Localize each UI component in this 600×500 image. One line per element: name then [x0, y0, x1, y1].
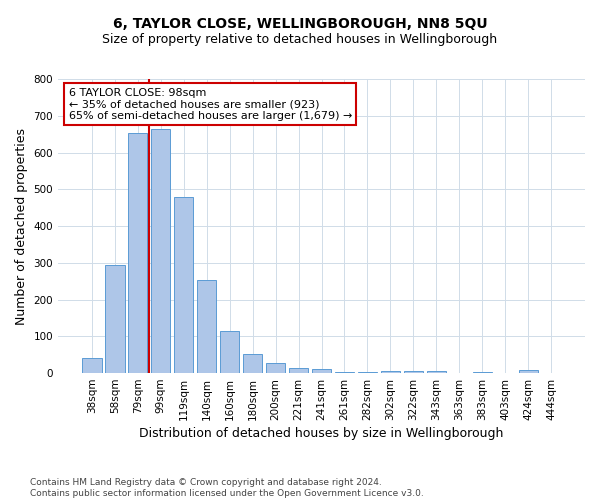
- Text: Contains HM Land Registry data © Crown copyright and database right 2024.
Contai: Contains HM Land Registry data © Crown c…: [30, 478, 424, 498]
- Bar: [105, 266, 125, 373]
- Bar: [312, 369, 331, 373]
- Text: Size of property relative to detached houses in Wellingborough: Size of property relative to detached ho…: [103, 32, 497, 46]
- Bar: [473, 372, 492, 373]
- Bar: [289, 368, 308, 373]
- Text: 6 TAYLOR CLOSE: 98sqm
← 35% of detached houses are smaller (923)
65% of semi-det: 6 TAYLOR CLOSE: 98sqm ← 35% of detached …: [68, 88, 352, 121]
- Bar: [151, 128, 170, 373]
- Bar: [427, 371, 446, 373]
- Bar: [335, 372, 354, 373]
- Y-axis label: Number of detached properties: Number of detached properties: [15, 128, 28, 324]
- Bar: [358, 372, 377, 373]
- Bar: [82, 358, 101, 373]
- Bar: [243, 354, 262, 373]
- Bar: [266, 363, 286, 373]
- Bar: [174, 198, 193, 373]
- Bar: [197, 280, 217, 373]
- Text: 6, TAYLOR CLOSE, WELLINGBOROUGH, NN8 5QU: 6, TAYLOR CLOSE, WELLINGBOROUGH, NN8 5QU: [113, 18, 487, 32]
- Bar: [404, 371, 423, 373]
- Bar: [128, 134, 148, 373]
- X-axis label: Distribution of detached houses by size in Wellingborough: Distribution of detached houses by size …: [139, 427, 504, 440]
- Bar: [518, 370, 538, 373]
- Bar: [220, 331, 239, 373]
- Bar: [380, 371, 400, 373]
